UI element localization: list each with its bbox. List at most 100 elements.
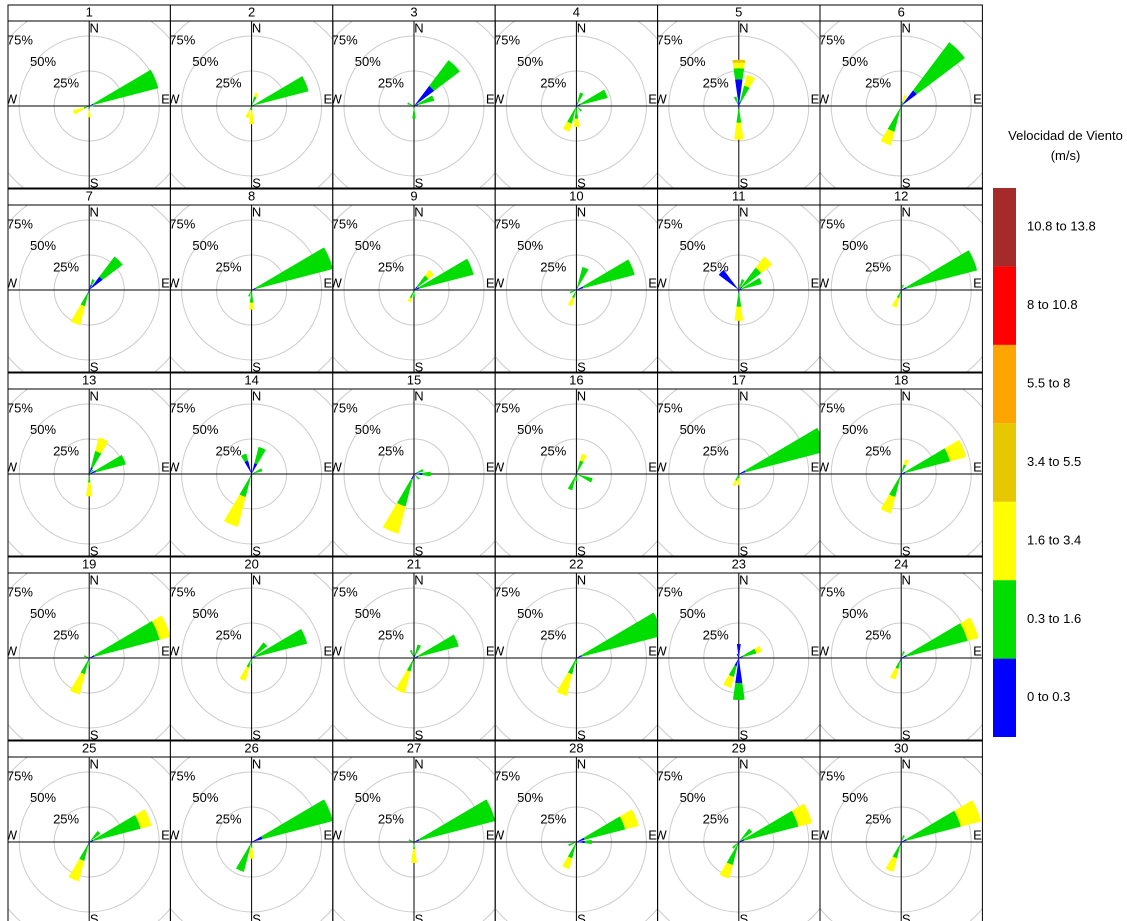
ring-label: 50%	[30, 238, 56, 253]
wedge-segment	[904, 448, 950, 473]
cardinal-label: N	[90, 388, 99, 403]
cardinal-label: E	[486, 91, 495, 106]
ring-label: 75%	[656, 584, 682, 599]
cardinal-label: W	[817, 643, 830, 658]
wedge-segment	[575, 474, 578, 482]
wedge-segment	[734, 306, 744, 321]
wedge-segment	[87, 842, 90, 845]
wedge-segment	[906, 250, 978, 289]
ring-label: 25%	[53, 76, 79, 91]
panel-title: 8	[248, 188, 255, 203]
wedge-segment	[739, 85, 750, 103]
wedge-segment	[569, 290, 577, 294]
panel-title: 7	[86, 188, 93, 203]
cardinal-label: W	[654, 275, 667, 290]
panel-plot: 25% 50% 75% N E S W	[169, 21, 333, 188]
ring-label: 25%	[540, 628, 566, 643]
wedge-segment	[736, 644, 741, 658]
panel: 5 25% 50% 75% N E S W	[657, 4, 821, 189]
wedge-segment	[79, 844, 89, 861]
cardinal-label: E	[486, 459, 495, 474]
wedge-segment	[418, 258, 474, 289]
wedge-segment	[954, 800, 982, 827]
wedge-segment	[414, 655, 416, 658]
ring-label: 75%	[169, 584, 195, 599]
ring-label: 75%	[494, 216, 520, 231]
wedge-segment	[744, 427, 820, 473]
cardinal-label: S	[415, 175, 424, 190]
cardinal-label: E	[648, 643, 657, 658]
ring-label: 75%	[7, 768, 33, 783]
cardinal-label: S	[577, 727, 586, 742]
wedge-segment	[409, 291, 414, 299]
wedge-segment	[744, 74, 756, 88]
cardinal-label: W	[167, 827, 180, 842]
cardinal-label: W	[167, 643, 180, 658]
wedge-segment	[254, 446, 266, 465]
cardinal-label: W	[330, 275, 343, 290]
ring-label: 75%	[494, 32, 520, 47]
wedge-segment	[251, 104, 255, 106]
panel: 15 25% 50% 75% N E S W	[332, 372, 496, 557]
panel-title: 24	[894, 556, 908, 571]
ring-label: 75%	[819, 32, 845, 47]
wedge-segment	[880, 128, 895, 146]
wedge-segment	[738, 828, 753, 842]
wedge-segment	[251, 836, 263, 842]
wedge-segment	[382, 502, 406, 534]
wedge-segment	[89, 469, 94, 474]
wedge-segment	[738, 286, 743, 290]
cardinal-label: S	[739, 543, 748, 558]
wedge-segment	[89, 839, 94, 842]
wedge-segment	[718, 269, 739, 290]
wedge-segment	[250, 474, 252, 477]
cardinal-label: N	[739, 204, 748, 219]
wedge-segment	[734, 122, 744, 140]
cardinal-label: W	[5, 643, 18, 658]
wedge-segment	[741, 267, 762, 288]
ring-label: 50%	[842, 238, 868, 253]
cardinal-label: S	[415, 359, 424, 374]
wedge-segment	[567, 660, 576, 675]
wedge-segment	[414, 287, 420, 290]
panel: 9 25% 50% 75% N E S W	[330, 188, 496, 374]
wedge-segment	[734, 658, 739, 667]
wedge-segment	[732, 480, 738, 487]
legend-label: 5.5 to 8	[1027, 376, 1070, 391]
cardinal-label: N	[577, 572, 586, 587]
cardinal-label: S	[902, 359, 911, 374]
cardinal-label: S	[415, 727, 424, 742]
wedge-segment	[83, 655, 90, 658]
ring-label: 75%	[332, 584, 358, 599]
wedge-segment	[567, 107, 577, 124]
panel-title: 10	[569, 188, 583, 203]
panel-title: 25	[82, 740, 96, 755]
wedge-segment	[574, 107, 579, 119]
panel-title: 20	[244, 556, 258, 571]
ring-label: 50%	[842, 606, 868, 621]
wedge-segment	[396, 478, 413, 507]
wedge-segment	[755, 256, 773, 274]
wedge-segment	[732, 842, 739, 849]
panel-title: 14	[244, 372, 258, 387]
wedge-segment	[70, 672, 85, 695]
panel-title: 19	[82, 556, 96, 571]
wedge-segment	[407, 297, 412, 303]
wedge-segment	[576, 286, 584, 290]
ring-label: 25%	[540, 76, 566, 91]
wedge-segment	[83, 106, 88, 109]
ring-label: 75%	[169, 32, 195, 47]
panel-title: 18	[894, 372, 908, 387]
wedge-segment	[249, 110, 255, 125]
wedge-segment	[582, 259, 635, 289]
ring-label: 50%	[517, 238, 543, 253]
wedge-segment	[738, 288, 742, 290]
cardinal-label: E	[486, 275, 495, 290]
cardinal-label: E	[811, 91, 820, 106]
wedge-segment	[738, 474, 739, 476]
wedge-segment	[411, 848, 417, 863]
ring-label: 25%	[865, 812, 891, 827]
panel-plot: 25% 50% 75% N E S W	[657, 389, 820, 558]
cardinal-label: N	[414, 388, 423, 403]
